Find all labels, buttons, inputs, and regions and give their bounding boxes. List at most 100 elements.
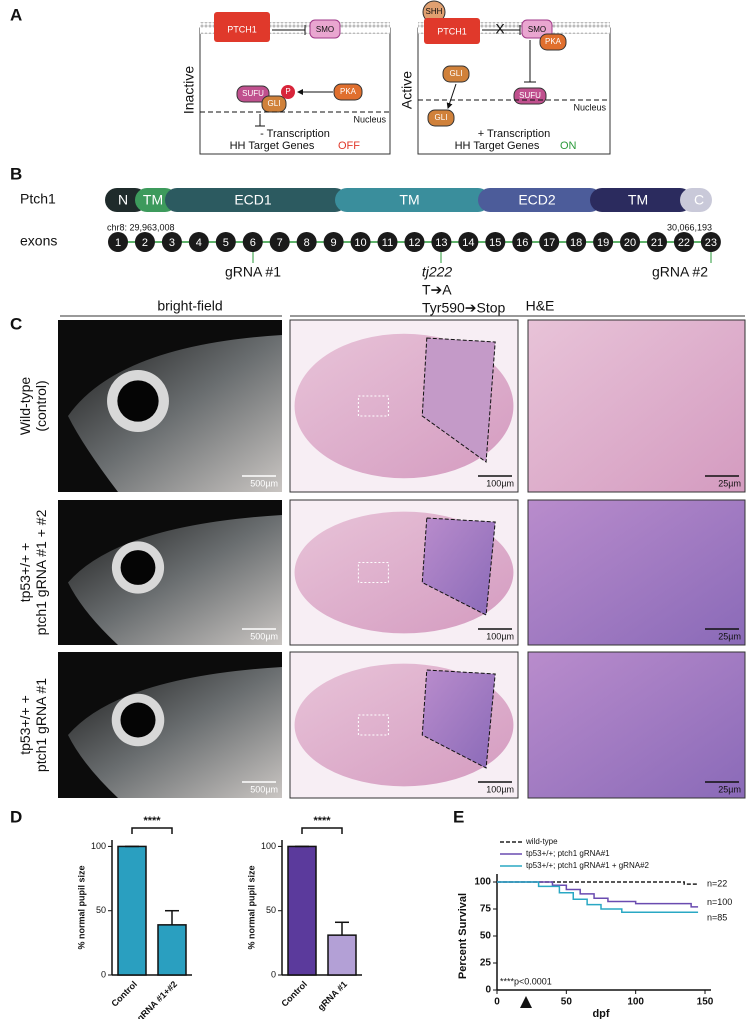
exon-number: 3 xyxy=(169,237,175,249)
base-change: T➔A xyxy=(422,282,452,298)
x-tick-label: 150 xyxy=(697,997,714,1008)
pka-protein xyxy=(539,33,567,51)
survival-curve xyxy=(497,881,699,908)
protein-label: PKA xyxy=(545,37,562,46)
y-axis-label: % normal pupil size xyxy=(246,865,256,949)
exon xyxy=(377,232,398,252)
exon xyxy=(323,232,344,252)
domain-label: N xyxy=(118,192,128,208)
exon-number: 9 xyxy=(331,237,337,249)
exon-number: 14 xyxy=(462,237,474,249)
bar xyxy=(327,934,357,976)
exon-number: 18 xyxy=(570,237,582,249)
survival-curve xyxy=(497,881,699,885)
pupil xyxy=(117,380,159,422)
pka-protein xyxy=(333,83,363,101)
exon-number: 13 xyxy=(435,237,447,249)
exon xyxy=(296,232,317,252)
fish xyxy=(68,335,282,492)
exon-number: 12 xyxy=(408,237,420,249)
protein-change: Tyr590➔Stop xyxy=(422,300,506,316)
exon-number: 17 xyxy=(543,237,555,249)
protein-label: PTCH1 xyxy=(437,26,467,36)
y-tick-label: 50 xyxy=(480,931,492,942)
end-label: n=100 xyxy=(707,897,732,907)
y-tick-label: 100 xyxy=(91,841,106,851)
exon xyxy=(512,232,533,252)
row-label: tp53+/+ +ptch1 gRNA #1 + #2 xyxy=(17,509,49,635)
coordinate-end: 30,066,193 xyxy=(667,222,712,232)
y-tick-label: 0 xyxy=(271,969,276,979)
exon-number: 15 xyxy=(489,237,501,249)
exon-number: 20 xyxy=(624,237,636,249)
exon-number: 21 xyxy=(651,237,663,249)
gene-label: Ptch1 xyxy=(20,191,56,207)
protein-label: SHH xyxy=(426,7,443,16)
scale-bar-label: 100µm xyxy=(486,478,514,488)
status-label: OFF xyxy=(338,140,360,152)
smo-protein xyxy=(309,19,341,39)
panel-label: D xyxy=(10,807,22,826)
protein-label: GLI xyxy=(435,113,448,122)
scale-bar-label: 25µm xyxy=(718,784,741,794)
x-tick-label: gRNA #1+#2 xyxy=(135,979,179,1019)
exon xyxy=(161,232,182,252)
x-axis-label: dpf xyxy=(592,1008,609,1019)
exon xyxy=(647,232,667,252)
coordinate-start: chr8: 29,963,008 xyxy=(107,222,175,232)
target-genes-label: HH Target Genes xyxy=(230,140,315,152)
gli-protein xyxy=(442,65,470,83)
protein-label: PKA xyxy=(340,87,357,96)
protein-label: SMO xyxy=(316,25,334,34)
exon xyxy=(134,232,155,252)
timepoint-marker xyxy=(520,996,532,1008)
he-zoom-image xyxy=(527,499,746,646)
exon xyxy=(673,232,694,252)
exon-number: 22 xyxy=(678,237,690,249)
scale-bar-label: 100µm xyxy=(486,784,514,794)
transcription-label: - Transcription xyxy=(260,128,330,140)
row-label-line: tp53+/+ + xyxy=(17,695,33,755)
pupil xyxy=(120,702,156,738)
grna-label: gRNA #1 xyxy=(225,264,281,280)
zoom-box xyxy=(357,395,389,417)
exon xyxy=(269,232,290,252)
zoom-box xyxy=(357,562,389,583)
y-tick-label: 50 xyxy=(266,905,276,915)
exon-number: 8 xyxy=(304,237,310,249)
row-label-line: Wild-type xyxy=(17,377,33,436)
row-label-line: (control) xyxy=(33,380,49,431)
significance-bracket xyxy=(301,827,343,834)
significance-bracket xyxy=(131,827,173,834)
scale-bar-label: 500µm xyxy=(250,478,278,488)
exon-number: 4 xyxy=(196,237,202,249)
legend-label: wild-type xyxy=(525,837,558,846)
exons-label: exons xyxy=(20,233,57,249)
nucleus-label: Nucleus xyxy=(573,102,606,112)
exon-number: 2 xyxy=(142,237,148,249)
protein-label: SUFU xyxy=(519,91,541,100)
bar xyxy=(287,845,317,976)
y-tick-label: 0 xyxy=(101,969,106,979)
pupil xyxy=(120,550,156,585)
exon xyxy=(188,232,209,252)
mutation-label: tj222 xyxy=(422,264,453,280)
protein-domain xyxy=(590,188,692,212)
exon xyxy=(458,232,479,252)
tumor-outline xyxy=(421,517,496,616)
end-label: n=85 xyxy=(707,913,727,923)
exon xyxy=(700,232,721,252)
exon xyxy=(566,232,587,252)
exon xyxy=(485,232,506,252)
exon xyxy=(350,232,371,252)
panel-label: A xyxy=(10,5,22,24)
exon-number: 10 xyxy=(354,237,366,249)
gli-protein xyxy=(427,109,455,127)
domain-label: ECD1 xyxy=(234,192,272,208)
exon-number: 23 xyxy=(705,237,717,249)
panel-label: B xyxy=(10,164,22,183)
protein-label: SMO xyxy=(528,25,546,34)
y-axis-label: Percent Survival xyxy=(457,893,469,979)
x-tick-label: Control xyxy=(109,979,139,1009)
x-tick-label: 0 xyxy=(494,997,500,1008)
